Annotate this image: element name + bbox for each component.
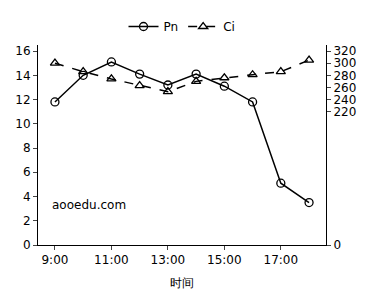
svg-text:13:00: 13:00 xyxy=(151,253,186,267)
svg-text:Ci: Ci xyxy=(223,20,235,34)
svg-text:时间: 时间 xyxy=(170,276,194,290)
svg-text:8: 8 xyxy=(23,141,31,155)
svg-text:15:00: 15:00 xyxy=(207,253,242,267)
svg-text:280: 280 xyxy=(333,69,356,83)
svg-text:220: 220 xyxy=(333,105,356,119)
svg-text:300: 300 xyxy=(333,56,356,70)
svg-text:0: 0 xyxy=(333,238,341,252)
svg-text:Pn: Pn xyxy=(164,20,179,34)
svg-text:17:00: 17:00 xyxy=(264,253,299,267)
svg-text:6: 6 xyxy=(23,165,31,179)
svg-text:2: 2 xyxy=(23,214,31,228)
svg-text:11:00: 11:00 xyxy=(94,253,129,267)
svg-text:16: 16 xyxy=(15,44,30,58)
svg-text:240: 240 xyxy=(333,93,356,107)
svg-text:12: 12 xyxy=(15,93,30,107)
svg-text:4: 4 xyxy=(23,190,31,204)
svg-text:14: 14 xyxy=(15,69,30,83)
svg-text:0: 0 xyxy=(23,238,31,252)
svg-text:aooedu.com: aooedu.com xyxy=(52,198,126,212)
svg-text:260: 260 xyxy=(333,81,356,95)
svg-text:9:00: 9:00 xyxy=(41,253,68,267)
svg-text:320: 320 xyxy=(333,44,356,58)
svg-text:10: 10 xyxy=(15,117,30,131)
